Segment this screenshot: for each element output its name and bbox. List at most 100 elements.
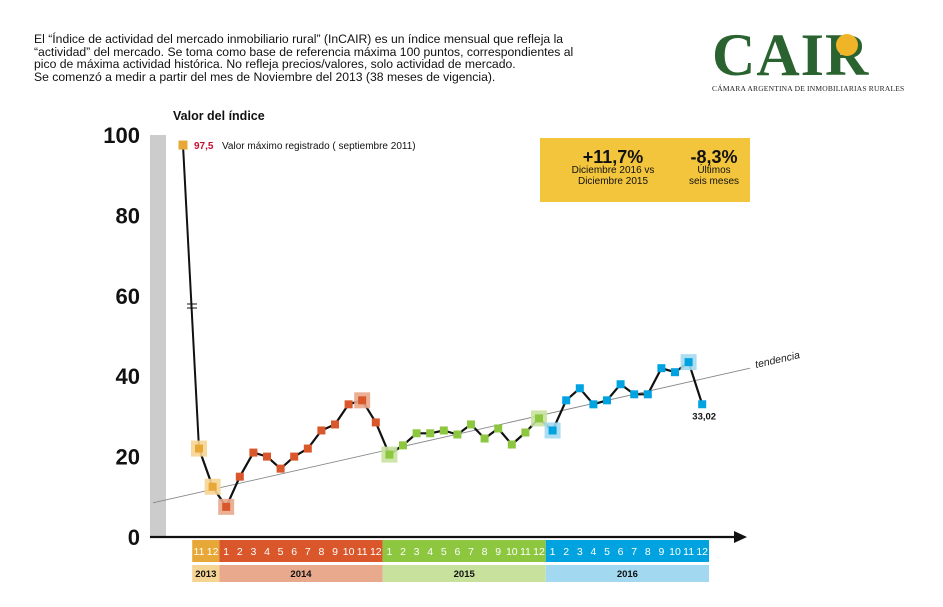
month-label: 1 [550, 546, 556, 558]
month-label: 11 [520, 546, 531, 558]
year-band-2015 [382, 565, 546, 582]
year-label: 2013 [195, 569, 216, 580]
y-axis-bar [150, 135, 166, 537]
month-label: 8 [482, 546, 488, 558]
month-label: 5 [604, 546, 610, 558]
logo-subtitle: CÁMARA ARGENTINA DE INMOBILIARIAS RURALE… [712, 84, 905, 93]
max-point-label: Valor máximo registrado ( septiembre 201… [222, 141, 416, 152]
data-point [399, 441, 407, 450]
summary-callout: +11,7% Diciembre 2016 vs Diciembre 2015 … [540, 138, 750, 202]
max-point-value: 97,5 [194, 141, 214, 152]
month-label: 6 [454, 546, 460, 558]
month-label: 8 [318, 546, 324, 558]
data-point [671, 368, 679, 377]
data-point [548, 426, 557, 435]
data-point [603, 396, 611, 405]
data-point [358, 396, 367, 405]
year-label: 2016 [617, 569, 638, 580]
data-point [535, 414, 543, 423]
data-point [630, 390, 639, 399]
month-label: 7 [468, 546, 474, 558]
data-point [371, 418, 380, 427]
six-month-change: -8,3% Últimos seis meses [682, 148, 746, 187]
intro-line-2: “actividad” del mercado. Se toma como ba… [34, 44, 574, 59]
month-label: 9 [332, 546, 338, 558]
data-point [453, 430, 462, 439]
month-label: 12 [370, 546, 382, 558]
month-label: 3 [414, 546, 420, 558]
month-label: 4 [427, 546, 433, 558]
data-point [235, 472, 244, 481]
data-point [344, 400, 353, 409]
data-point [195, 444, 203, 453]
month-label: 12 [533, 546, 545, 558]
month-label: 2 [237, 546, 243, 558]
data-point [575, 384, 584, 393]
data-point [290, 452, 299, 461]
month-label: 9 [495, 546, 501, 558]
yoy-change-label-1: Diciembre 2016 vs [571, 165, 655, 176]
data-point [208, 482, 217, 491]
data-point [657, 364, 666, 373]
cair-logo: CAIR CÁMARA ARGENTINA DE INMOBILIARIAS R… [706, 24, 906, 96]
yoy-change-value: +11,7% [582, 147, 644, 167]
month-band-2014 [219, 540, 383, 562]
data-point [222, 502, 231, 511]
month-label: 9 [658, 546, 664, 558]
data-point [507, 440, 516, 449]
month-label: 11 [194, 546, 205, 558]
month-label: 11 [683, 546, 694, 558]
data-point [385, 450, 394, 459]
data-point [616, 380, 625, 389]
intro-line-4: Se comenzó a medir a partir del mes de N… [34, 69, 496, 84]
data-point [303, 444, 312, 453]
data-point [317, 426, 326, 435]
trend-line [152, 367, 751, 504]
month-label: 6 [618, 546, 624, 558]
series-line-incair [197, 361, 704, 508]
y-tick-label: 40 [116, 364, 140, 389]
month-band-2013 [192, 540, 220, 562]
yoy-change: +11,7% Diciembre 2016 vs Diciembre 2015 [550, 148, 676, 187]
y-tick-label: 20 [116, 445, 140, 470]
month-label: 12 [696, 546, 708, 558]
data-point [276, 464, 285, 473]
data-point [467, 420, 475, 429]
month-label: 12 [207, 546, 219, 558]
data-point [562, 396, 571, 405]
month-label: 7 [631, 546, 637, 558]
data-point [589, 400, 598, 409]
last-value-label: 33,02 [692, 411, 716, 422]
month-label: 6 [291, 546, 297, 558]
month-label: 1 [386, 546, 392, 558]
year-band-2016 [545, 565, 709, 582]
month-label: 1 [223, 546, 229, 558]
data-point [263, 452, 271, 461]
y-tick-label: 80 [116, 203, 140, 228]
month-label: 10 [506, 546, 518, 558]
intro-text: El “Índice de actividad del mercado inmo… [34, 33, 654, 83]
data-point [643, 390, 652, 399]
month-label: 11 [357, 546, 368, 558]
month-label: 5 [441, 546, 447, 558]
data-point [412, 429, 421, 438]
data-point [494, 424, 503, 433]
y-tick-label: 0 [128, 525, 140, 550]
year-band-2014 [219, 565, 383, 582]
data-point [439, 426, 448, 435]
data-point [249, 448, 258, 457]
month-label: 4 [590, 546, 596, 558]
year-label: 2014 [290, 569, 312, 580]
trend-label: tendencia [754, 349, 801, 371]
data-point [521, 428, 530, 437]
month-label: 10 [343, 546, 355, 558]
data-point [331, 420, 339, 429]
six-month-change-label-2: seis meses [688, 175, 739, 187]
month-label: 10 [669, 546, 681, 558]
y-tick-label: 100 [103, 123, 140, 148]
data-point [426, 429, 435, 438]
six-month-change-label-1: Últimos [697, 165, 731, 176]
data-point [698, 400, 707, 409]
month-label: 4 [264, 546, 270, 558]
